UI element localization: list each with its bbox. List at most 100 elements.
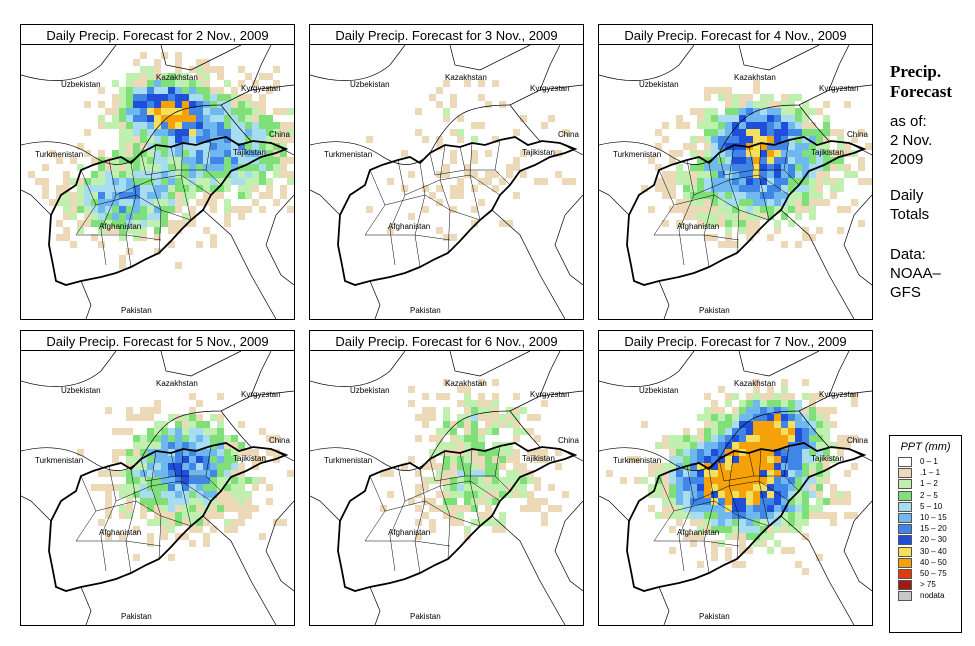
map-label-tajikistan: Tajikistan xyxy=(811,148,844,157)
legend-label: 5 – 10 xyxy=(920,501,943,511)
country-border xyxy=(21,141,142,165)
country-border xyxy=(429,390,583,460)
province-border xyxy=(693,480,790,502)
map-label-kazakhstan: Kazakhstan xyxy=(156,73,198,82)
country-border xyxy=(491,515,566,625)
country-border xyxy=(491,209,566,319)
country-border xyxy=(539,45,561,91)
province-border xyxy=(678,159,695,266)
province-border xyxy=(365,540,451,547)
panel-title: Daily Precip. Forecast for 7 Nov., 2009 xyxy=(599,331,872,351)
totals-line2: Totals xyxy=(890,206,930,223)
country-border xyxy=(599,447,720,471)
country-border xyxy=(310,45,406,81)
country-border xyxy=(780,515,855,625)
legend-label: 50 – 75 xyxy=(920,568,947,578)
sidebar-title: Precip. Forecast xyxy=(890,62,952,102)
country-border xyxy=(220,104,252,142)
map-label-kazakhstan: Kazakhstan xyxy=(156,379,198,388)
legend-item: 0 – 1 xyxy=(890,456,961,467)
asof-line3: 2009 xyxy=(890,151,924,168)
legend-swatch xyxy=(898,535,912,546)
map-label-kyrgyzstan: Kyrgyzstan xyxy=(530,390,570,399)
panel-title: Daily Precip. Forecast for 4 Nov., 2009 xyxy=(599,25,872,45)
map-label-afghanistan: Afghanistan xyxy=(388,528,430,537)
panel-title: Daily Precip. Forecast for 5 Nov., 2009 xyxy=(21,331,294,351)
country-border xyxy=(509,410,541,448)
legend-swatch xyxy=(898,512,912,523)
data-line1: Data: xyxy=(890,246,926,263)
province-border xyxy=(95,194,192,221)
map-label-turkmenistan: Turkmenistan xyxy=(324,456,372,465)
country-border xyxy=(80,280,92,319)
map-label-kazakhstan: Kazakhstan xyxy=(734,379,776,388)
legend-item: 40 – 50 xyxy=(890,557,961,568)
country-border xyxy=(843,500,872,592)
country-border xyxy=(140,84,294,154)
province-border xyxy=(389,465,406,572)
country-border xyxy=(21,447,142,471)
map-label-uzbekistan: Uzbekistan xyxy=(639,80,679,89)
data-line2: NOAA– xyxy=(890,265,941,282)
map-label-pakistan: Pakistan xyxy=(410,612,441,621)
map-label-uzbekistan: Uzbekistan xyxy=(639,386,679,395)
country-border xyxy=(202,515,277,625)
legend-label: 40 – 50 xyxy=(920,557,947,567)
map-label-kyrgyzstan: Kyrgyzstan xyxy=(819,84,859,93)
legend-item: 20 – 30 xyxy=(890,534,961,546)
precip-cells xyxy=(28,52,294,269)
province-border xyxy=(693,174,790,196)
map-label-kyrgyzstan: Kyrgyzstan xyxy=(819,390,859,399)
legend-item: nodata xyxy=(890,590,961,602)
map-label-pakistan: Pakistan xyxy=(699,612,730,621)
province-border xyxy=(718,152,755,176)
legend-label: 30 – 40 xyxy=(920,546,947,556)
province-border xyxy=(100,465,117,572)
province-border xyxy=(673,500,770,527)
country-border xyxy=(140,390,294,460)
province-border xyxy=(100,159,117,266)
map-label-kazakhstan: Kazakhstan xyxy=(734,73,776,82)
legend-label: .1 – 1 xyxy=(920,468,941,478)
asof-line2: 2 Nov. xyxy=(890,132,933,149)
forecast-panel-1: Daily Precip. Forecast for 2 Nov., 2009 … xyxy=(20,24,295,320)
country-border xyxy=(718,390,872,460)
map-label-pakistan: Pakistan xyxy=(699,306,730,315)
country-border xyxy=(369,586,381,625)
precip-cells xyxy=(366,80,576,241)
map-label-uzbekistan: Uzbekistan xyxy=(61,386,101,395)
country-border xyxy=(539,351,561,397)
country-border xyxy=(449,45,531,71)
map-label-iran: Iran xyxy=(39,318,53,319)
country-border xyxy=(250,45,272,91)
asof-line1: as of: xyxy=(890,113,927,130)
province-border xyxy=(429,458,466,482)
afghanistan-outline xyxy=(626,136,867,286)
province-border xyxy=(678,465,695,572)
sidebar-title-line1: Precip. xyxy=(890,62,942,81)
province-border xyxy=(364,169,386,236)
legend-swatch xyxy=(898,568,912,579)
afghanistan-outline xyxy=(48,136,289,286)
country-border xyxy=(220,410,252,448)
country-border xyxy=(21,45,117,81)
country-border xyxy=(658,586,670,625)
precip-map: Kazakhstan Uzbekistan Kyrgyzstan China Turkm… xyxy=(599,45,872,319)
country-border xyxy=(250,351,272,397)
country-border xyxy=(718,84,872,154)
legend-swatch xyxy=(898,468,912,479)
province-border xyxy=(115,174,212,196)
country-border xyxy=(599,189,630,216)
country-border xyxy=(449,351,531,377)
province-border xyxy=(673,194,770,221)
province-border xyxy=(414,468,426,574)
map-label-kyrgyzstan: Kyrgyzstan xyxy=(530,84,570,93)
country-border xyxy=(738,45,820,71)
province-border xyxy=(125,162,137,268)
map-label-turkmenistan: Turkmenistan xyxy=(35,150,83,159)
map-label-china: China xyxy=(269,130,290,139)
country-border xyxy=(429,84,583,154)
panel-title: Daily Precip. Forecast for 6 Nov., 2009 xyxy=(310,331,583,351)
legend-swatch xyxy=(898,457,912,467)
